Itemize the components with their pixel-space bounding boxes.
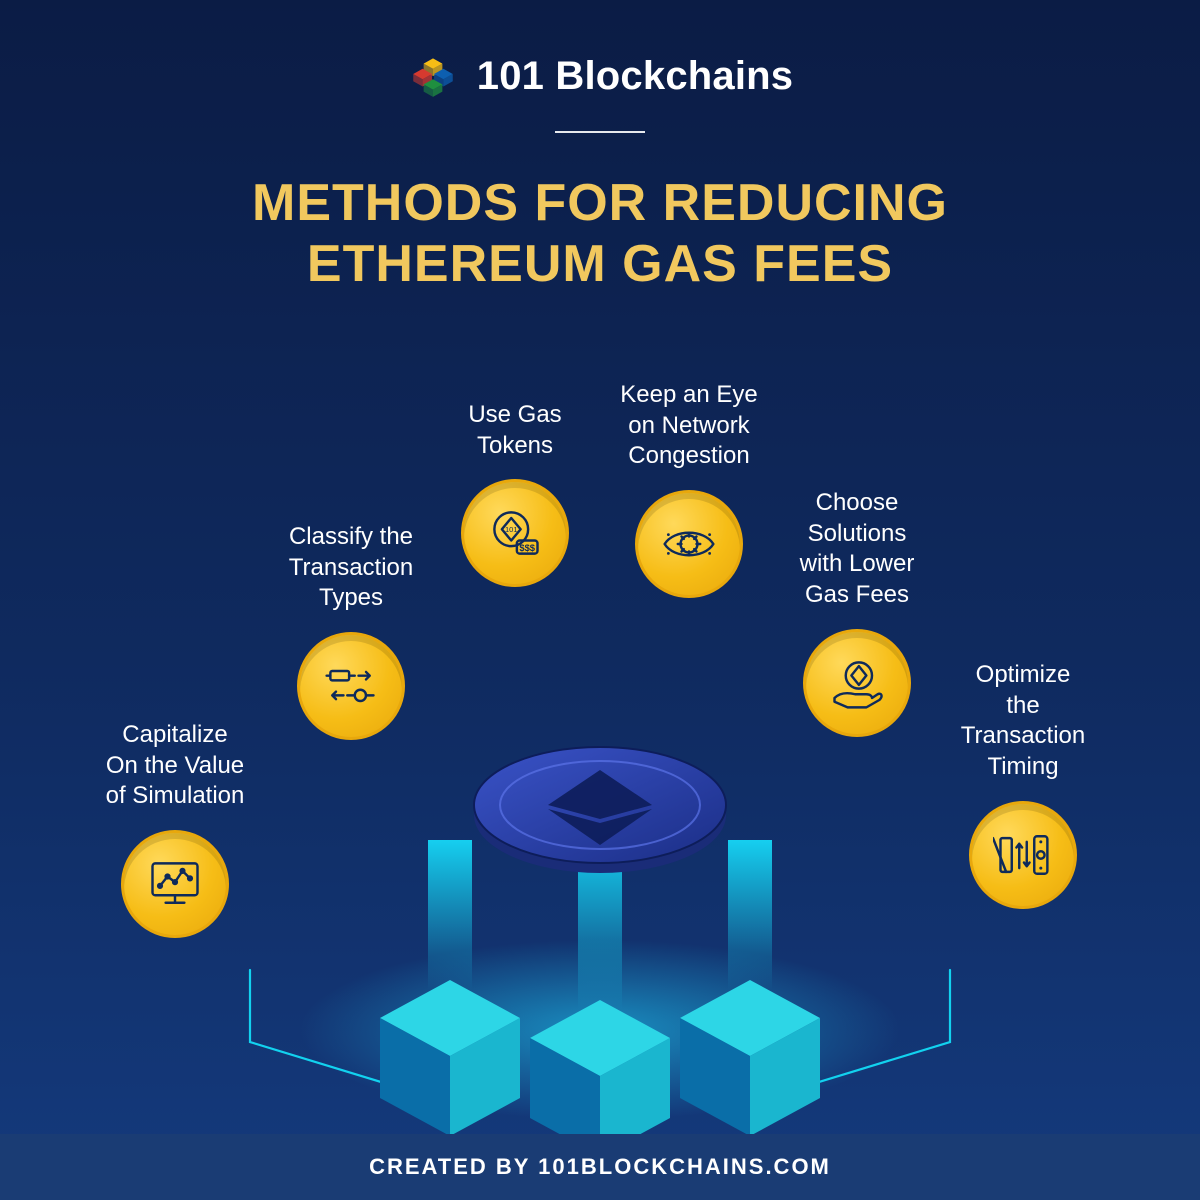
method-gas-tokens: Use GasTokens 101 $$$ bbox=[420, 400, 610, 587]
method-label: Classify theTransactionTypes bbox=[289, 522, 414, 614]
method-congestion: Keep an Eyeon NetworkCongestion bbox=[594, 380, 784, 598]
footer-text: CREATED BY 101BLOCKCHAINS.COM bbox=[369, 1154, 831, 1179]
method-label: Keep an Eyeon NetworkCongestion bbox=[620, 380, 757, 472]
method-label: Use GasTokens bbox=[468, 400, 561, 461]
svg-text:101: 101 bbox=[505, 526, 518, 535]
svg-text:$$$: $$$ bbox=[519, 543, 535, 553]
footer: CREATED BY 101BLOCKCHAINS.COM bbox=[0, 1134, 1200, 1200]
monitor-graph-icon bbox=[121, 830, 229, 938]
method-label: ChooseSolutionswith LowerGas Fees bbox=[800, 488, 915, 611]
timing-arrows-icon bbox=[969, 801, 1077, 909]
central-illustration bbox=[220, 670, 980, 1140]
eye-gear-icon bbox=[635, 490, 743, 598]
token-dollar-icon: 101 $$$ bbox=[461, 479, 569, 587]
